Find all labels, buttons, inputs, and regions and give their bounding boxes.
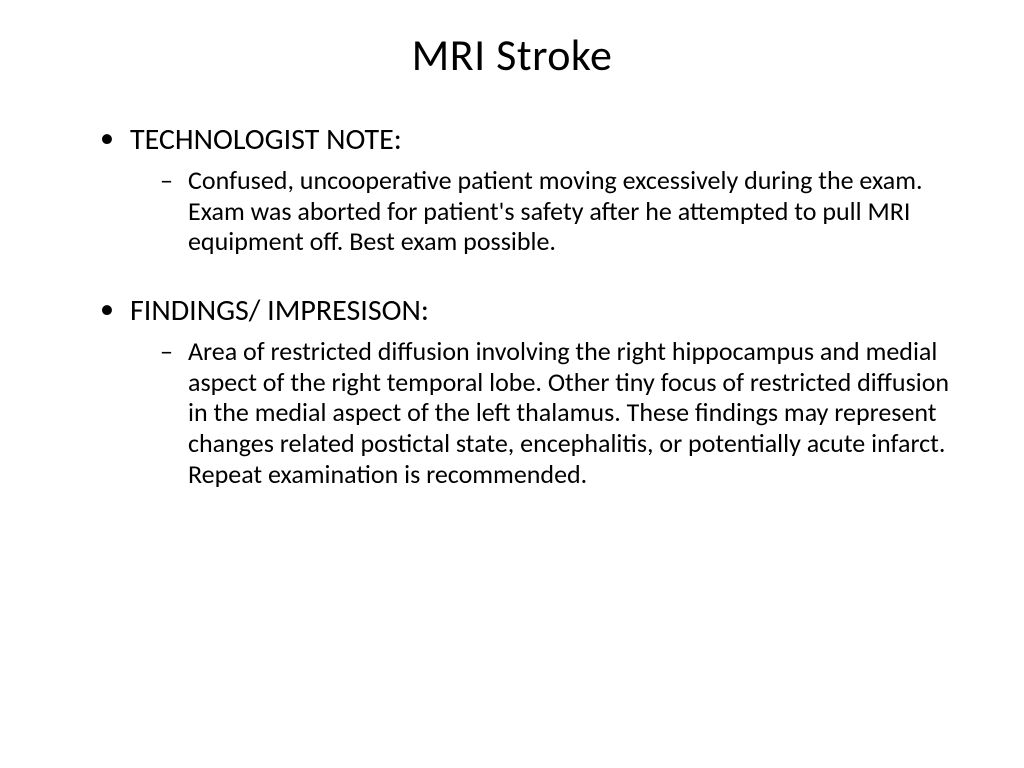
section-heading: FINDINGS/ IMPRESISON: [130, 291, 954, 330]
section-body-text: Confused, uncooperative patient moving e… [188, 165, 954, 257]
section-findings-impression: FINDINGS/ IMPRESISON: Area of restricted… [100, 291, 954, 489]
section-technologist-note: TECHNOLOGIST NOTE: Confused, uncooperati… [100, 120, 954, 257]
section-body-text: Area of restricted diffusion involving t… [188, 336, 954, 489]
section-heading: TECHNOLOGIST NOTE: [130, 120, 954, 159]
slide-content: TECHNOLOGIST NOTE: Confused, uncooperati… [70, 120, 954, 489]
list-item: Area of restricted diffusion involving t… [160, 336, 954, 489]
slide-title: MRI Stroke [70, 28, 954, 82]
sub-bullet-list: Area of restricted diffusion involving t… [130, 336, 954, 489]
list-item: Confused, uncooperative patient moving e… [160, 165, 954, 257]
sub-bullet-list: Confused, uncooperative patient moving e… [130, 165, 954, 257]
bullet-list: TECHNOLOGIST NOTE: Confused, uncooperati… [100, 120, 954, 489]
